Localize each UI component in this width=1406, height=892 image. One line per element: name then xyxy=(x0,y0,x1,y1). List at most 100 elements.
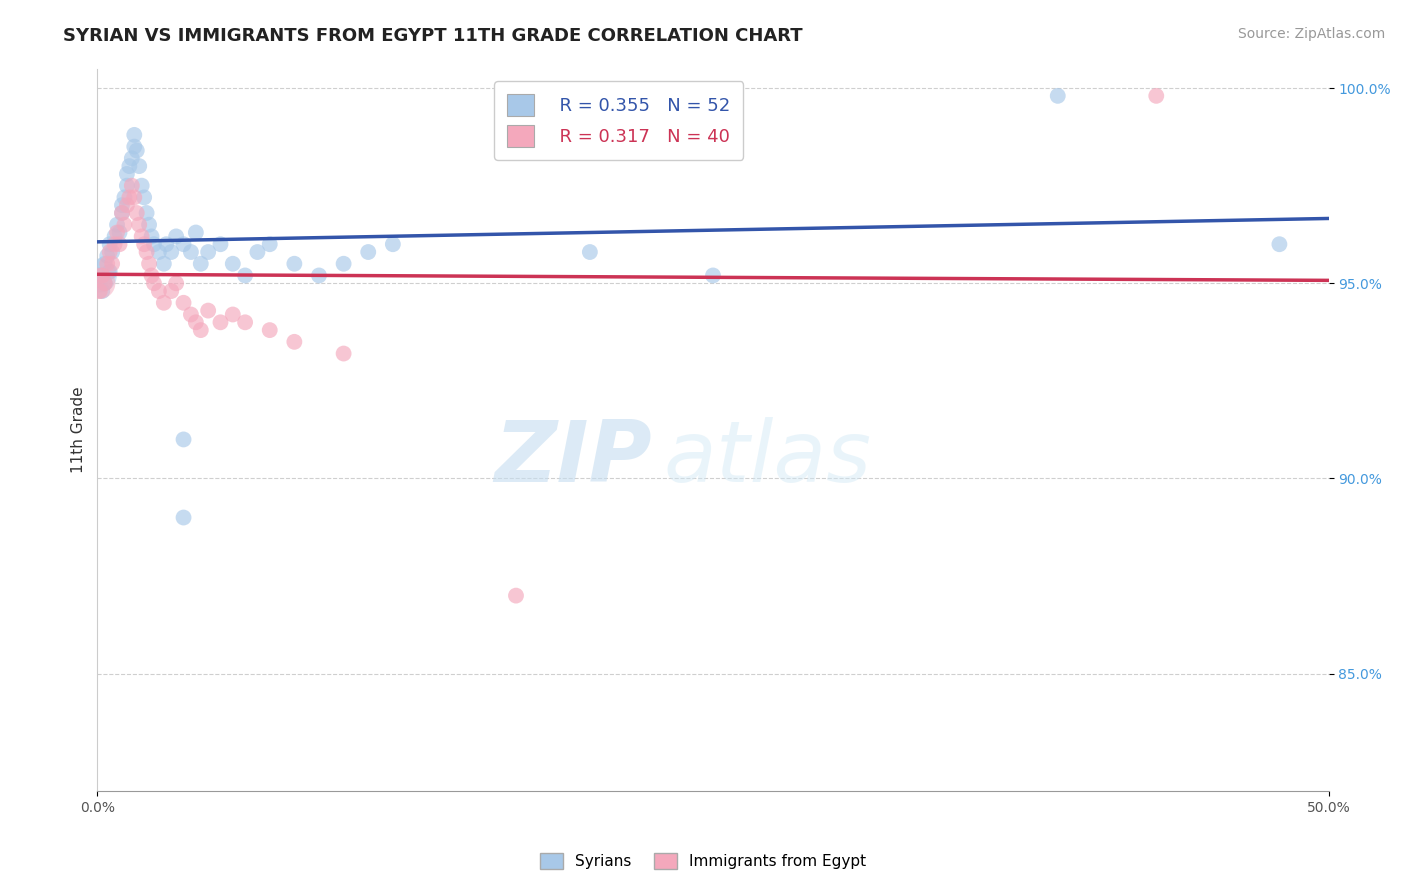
Point xyxy=(131,229,153,244)
Point xyxy=(184,226,207,240)
Text: Source: ZipAtlas.com: Source: ZipAtlas.com xyxy=(1237,27,1385,41)
Point xyxy=(143,237,166,252)
Point xyxy=(141,229,163,244)
Point xyxy=(128,218,150,232)
Point xyxy=(197,303,219,318)
Point xyxy=(134,190,156,204)
Point xyxy=(209,315,232,329)
Point xyxy=(101,245,124,260)
Point xyxy=(91,284,114,298)
Point xyxy=(98,264,121,278)
Point xyxy=(259,323,281,337)
Point xyxy=(115,198,138,212)
Point xyxy=(173,433,195,447)
Point xyxy=(101,257,124,271)
Point xyxy=(357,245,380,260)
Point xyxy=(93,277,115,291)
Point xyxy=(381,237,404,252)
Point xyxy=(148,245,170,260)
Point xyxy=(131,178,153,193)
Point xyxy=(332,346,354,360)
Point xyxy=(138,218,160,232)
Point xyxy=(108,237,131,252)
Point xyxy=(153,295,176,310)
Point xyxy=(1268,237,1291,252)
Point xyxy=(93,277,115,291)
Point xyxy=(104,237,127,252)
Point xyxy=(98,237,121,252)
Point xyxy=(180,308,202,322)
Point xyxy=(114,218,136,232)
Point xyxy=(160,245,183,260)
Point xyxy=(197,245,219,260)
Point xyxy=(124,139,146,153)
Point xyxy=(115,178,138,193)
Point xyxy=(160,284,183,298)
Point xyxy=(111,206,134,220)
Point xyxy=(155,237,177,252)
Point xyxy=(1046,88,1069,103)
Point xyxy=(332,257,354,271)
Point xyxy=(125,206,148,220)
Point xyxy=(579,245,602,260)
Point xyxy=(134,237,156,252)
Point xyxy=(115,167,138,181)
Point xyxy=(141,268,163,283)
Point xyxy=(190,257,212,271)
Point xyxy=(505,589,527,603)
Point xyxy=(93,257,115,271)
Point xyxy=(114,190,136,204)
Point xyxy=(233,268,256,283)
Text: atlas: atlas xyxy=(664,417,872,500)
Text: SYRIAN VS IMMIGRANTS FROM EGYPT 11TH GRADE CORRELATION CHART: SYRIAN VS IMMIGRANTS FROM EGYPT 11TH GRA… xyxy=(63,27,803,45)
Point xyxy=(165,277,187,291)
Point xyxy=(96,249,118,263)
Point xyxy=(89,268,111,283)
Point xyxy=(135,245,157,260)
Point xyxy=(233,315,256,329)
Point xyxy=(283,334,305,349)
Point xyxy=(124,128,146,142)
Point xyxy=(104,229,127,244)
Point xyxy=(283,257,305,271)
Point xyxy=(138,257,160,271)
Point xyxy=(111,206,134,220)
Point xyxy=(148,284,170,298)
Point xyxy=(246,245,269,260)
Point xyxy=(98,245,121,260)
Point xyxy=(124,190,146,204)
Point xyxy=(209,237,232,252)
Point xyxy=(143,277,166,291)
Text: ZIP: ZIP xyxy=(494,417,651,500)
Point xyxy=(89,277,111,291)
Point xyxy=(96,257,118,271)
Point xyxy=(118,159,141,173)
Point xyxy=(121,151,143,165)
Point xyxy=(153,257,176,271)
Point xyxy=(135,206,157,220)
Point xyxy=(128,159,150,173)
Point xyxy=(125,144,148,158)
Point xyxy=(308,268,330,283)
Point xyxy=(173,510,195,524)
Point xyxy=(165,229,187,244)
Point xyxy=(118,190,141,204)
Point xyxy=(89,268,111,283)
Point xyxy=(105,226,128,240)
Point xyxy=(111,198,134,212)
Point xyxy=(222,257,245,271)
Point xyxy=(1144,88,1167,103)
Point xyxy=(91,268,114,283)
Point xyxy=(89,284,111,298)
Point xyxy=(121,178,143,193)
Point xyxy=(105,218,128,232)
Y-axis label: 11th Grade: 11th Grade xyxy=(72,386,86,473)
Point xyxy=(190,323,212,337)
Point xyxy=(184,315,207,329)
Legend: Syrians, Immigrants from Egypt: Syrians, Immigrants from Egypt xyxy=(533,847,873,875)
Point xyxy=(702,268,724,283)
Point xyxy=(259,237,281,252)
Point xyxy=(180,245,202,260)
Legend:   R = 0.355   N = 52,   R = 0.317   N = 40: R = 0.355 N = 52, R = 0.317 N = 40 xyxy=(495,81,744,160)
Point xyxy=(108,226,131,240)
